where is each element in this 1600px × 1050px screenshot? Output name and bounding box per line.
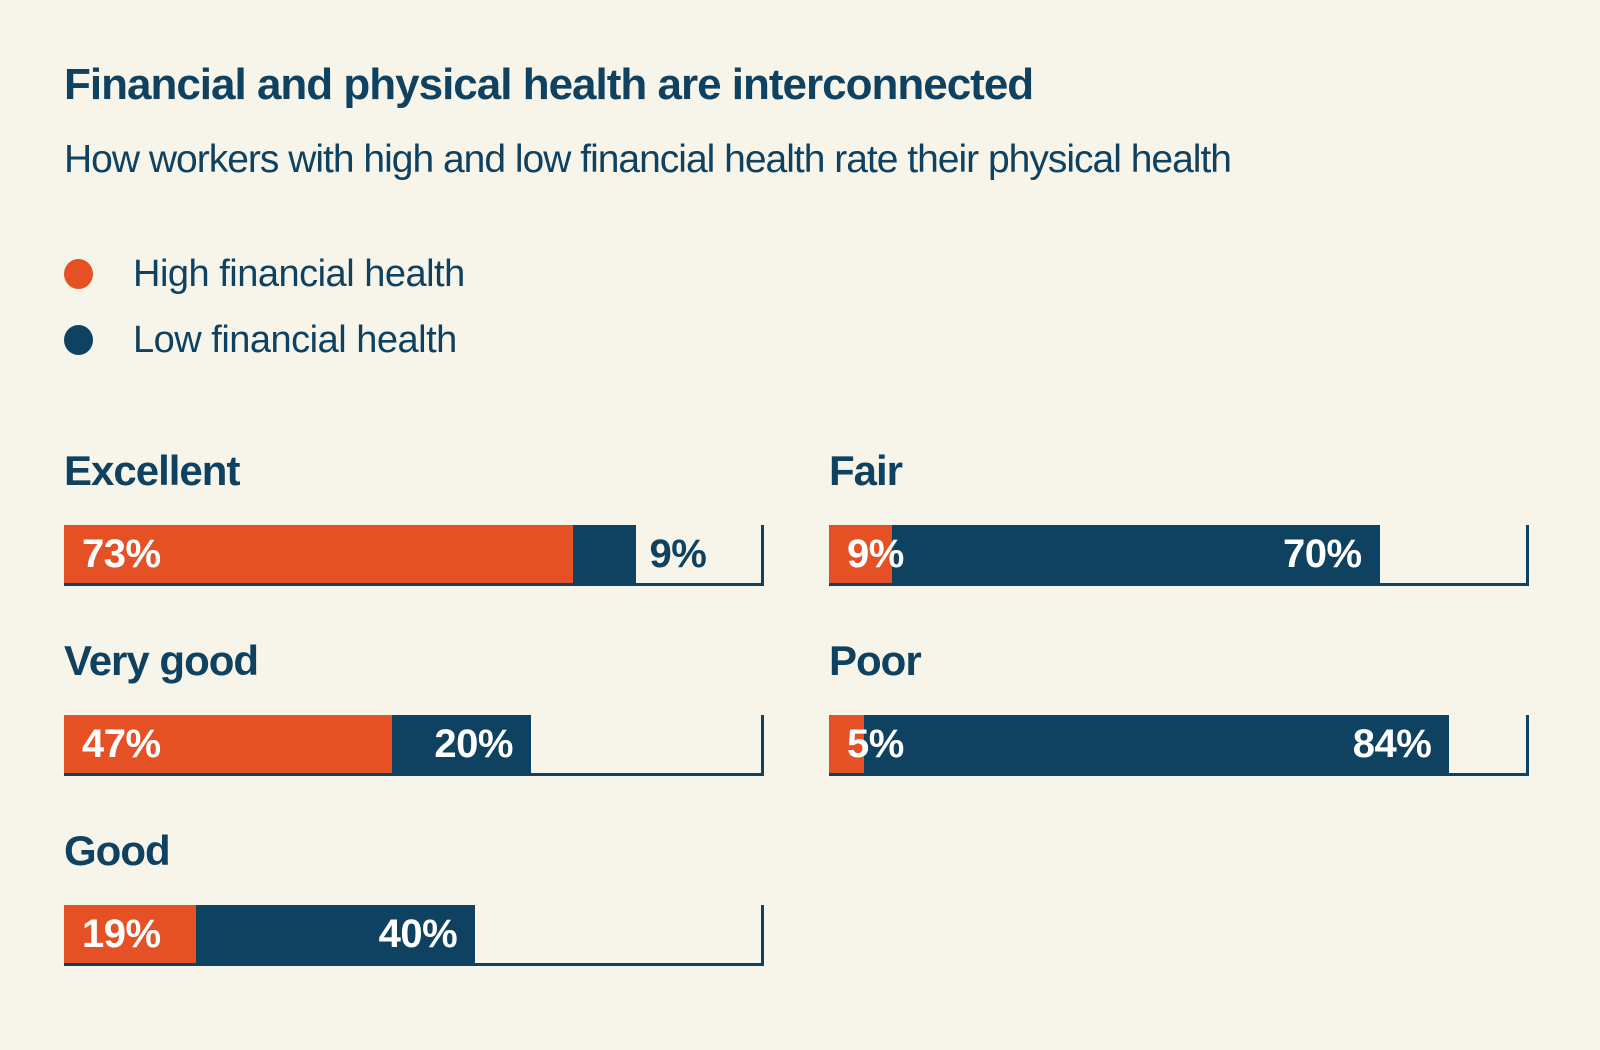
chart-subtitle: How workers with high and low financial … bbox=[64, 138, 1232, 181]
chart-column-left: Excellent 73% 9% Very good 47% 20% bbox=[64, 448, 764, 1018]
bar-value-low: 70% bbox=[1283, 532, 1362, 576]
bar-axis: 47% 20% bbox=[64, 715, 764, 776]
bar-value-low: 84% bbox=[1352, 722, 1432, 766]
bar-axis: 5% 84% bbox=[829, 715, 1529, 776]
category-label: Poor bbox=[829, 637, 922, 684]
legend-dot-low-icon bbox=[64, 325, 93, 355]
bar-segment-high: 19% bbox=[64, 905, 197, 963]
bar-axis: 19% 40% bbox=[64, 905, 764, 966]
bar-segment-low: 70% bbox=[891, 525, 1380, 583]
legend-label-high: High financial health bbox=[133, 252, 465, 295]
bar-segment-low: 9% bbox=[572, 525, 707, 583]
legend-label-low: Low financial health bbox=[133, 318, 457, 361]
bar-value-low: 40% bbox=[378, 912, 458, 956]
bar-value-high: 19% bbox=[82, 912, 161, 956]
bar-segment-high: 47% bbox=[64, 715, 392, 773]
category-label: Fair bbox=[829, 447, 903, 494]
category-label: Excellent bbox=[64, 447, 240, 494]
bar-segment-low: 84% bbox=[863, 715, 1450, 773]
legend-dot-high-icon bbox=[64, 259, 93, 289]
chart-column-right: Fair 9% 70% Poor 5% 84% bbox=[829, 448, 1529, 1018]
bar-row-poor: Poor 5% 84% bbox=[829, 638, 1529, 828]
bar-row-fair: Fair 9% 70% bbox=[829, 448, 1529, 638]
bar-chart-area: Excellent 73% 9% Very good 47% 20% bbox=[64, 448, 1529, 1018]
bar-segment-high: 9% bbox=[829, 525, 904, 583]
chart-title: Financial and physical health are interc… bbox=[64, 60, 1034, 109]
legend-item-low-financial-health: Low financial health bbox=[64, 319, 465, 361]
bar-value-low: 20% bbox=[434, 722, 513, 766]
bar-row-good: Good 19% 40% bbox=[64, 828, 764, 1018]
bar-value-low: 9% bbox=[649, 532, 707, 576]
bar-segment-high: 5% bbox=[829, 715, 904, 773]
bar-segment-low: 20% bbox=[391, 715, 531, 773]
bar-axis: 9% 70% bbox=[829, 525, 1529, 586]
bar-segment-high: 73% bbox=[64, 525, 573, 583]
bar-segment-low: 40% bbox=[196, 905, 476, 963]
bar-row-excellent: Excellent 73% 9% bbox=[64, 448, 764, 638]
bar-value-high: 73% bbox=[82, 532, 161, 576]
bar-axis: 73% 9% bbox=[64, 525, 764, 586]
category-label: Very good bbox=[64, 637, 259, 684]
bar-row-very-good: Very good 47% 20% bbox=[64, 638, 764, 828]
bar-value-high: 5% bbox=[847, 722, 904, 766]
category-label: Good bbox=[64, 827, 171, 874]
bar-value-high: 9% bbox=[847, 532, 904, 576]
bar-value-high: 47% bbox=[82, 722, 161, 766]
legend: High financial health Low financial heal… bbox=[64, 253, 465, 361]
legend-item-high-financial-health: High financial health bbox=[64, 253, 465, 295]
